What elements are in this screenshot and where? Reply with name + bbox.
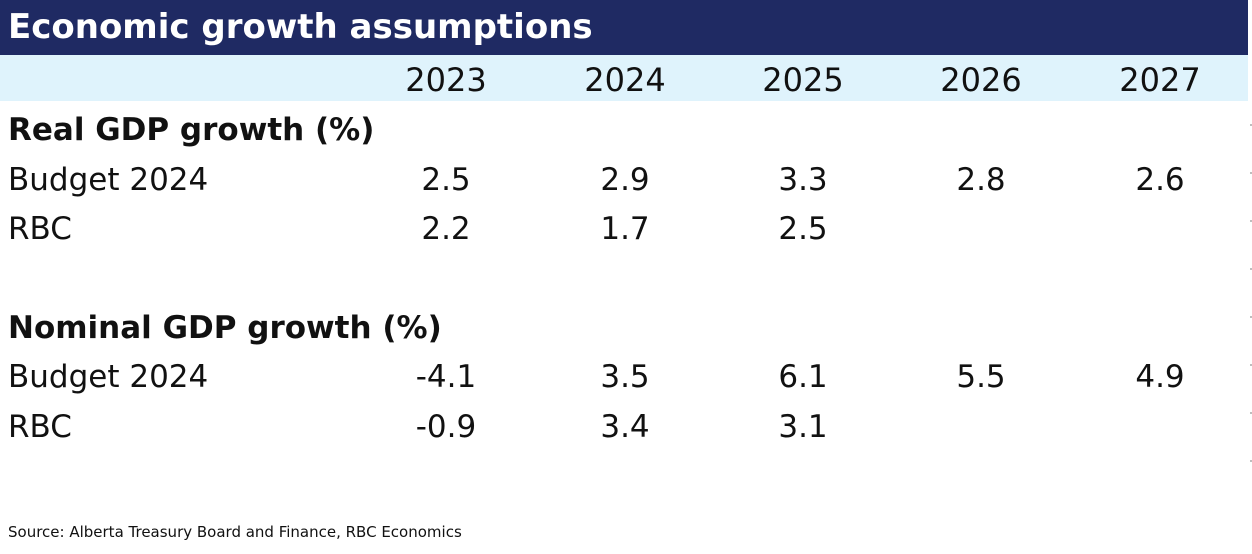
year-header-2027: 2027 <box>1119 61 1201 99</box>
cell-nominal-budget-2026: 5.5 <box>956 359 1006 395</box>
cell-nominal-rbc-2024: 3.4 <box>600 409 650 445</box>
cell-nominal-rbc-2023: -0.9 <box>415 409 477 445</box>
row-label-nominal-rbc: RBC <box>8 409 72 445</box>
cell-nominal-rbc-2025: 3.1 <box>778 409 828 445</box>
cell-real-rbc-2023: 2.2 <box>421 211 471 247</box>
cell-real-budget-2024: 2.9 <box>600 162 650 198</box>
right-edge-guide <box>1250 101 1252 501</box>
year-header-2026: 2026 <box>940 61 1022 99</box>
cell-real-budget-2027: 2.6 <box>1135 162 1185 198</box>
year-header-2024: 2024 <box>584 61 666 99</box>
cell-real-budget-2026: 2.8 <box>956 162 1006 198</box>
year-header-2025: 2025 <box>762 61 844 99</box>
row-label-nominal-budget: Budget 2024 <box>8 359 209 395</box>
cell-real-rbc-2025: 2.5 <box>778 211 828 247</box>
cell-nominal-budget-2023: -4.1 <box>415 359 477 395</box>
section-title-nominal-gdp: Nominal GDP growth (%) <box>8 310 442 346</box>
source-note: Source: Alberta Treasury Board and Finan… <box>8 523 462 541</box>
cell-real-budget-2025: 3.3 <box>778 162 828 198</box>
row-label-real-rbc: RBC <box>8 211 72 247</box>
table-title: Economic growth assumptions <box>0 0 1248 55</box>
cell-nominal-budget-2025: 6.1 <box>778 359 828 395</box>
cell-nominal-budget-2024: 3.5 <box>600 359 650 395</box>
section-title-real-gdp: Real GDP growth (%) <box>8 112 375 148</box>
year-header-row: 2023 2024 2025 2026 2027 <box>0 55 1248 101</box>
year-header-2023: 2023 <box>405 61 487 99</box>
cell-real-rbc-2024: 1.7 <box>600 211 650 247</box>
cell-nominal-budget-2027: 4.9 <box>1135 359 1185 395</box>
cell-real-budget-2023: 2.5 <box>421 162 471 198</box>
row-label-real-budget: Budget 2024 <box>8 162 209 198</box>
